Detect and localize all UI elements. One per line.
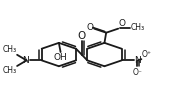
Text: O: O: [86, 23, 93, 32]
Text: O: O: [119, 19, 126, 28]
Text: OH: OH: [54, 53, 68, 62]
Text: N: N: [22, 56, 29, 65]
Text: O⁺: O⁺: [142, 50, 152, 59]
Text: O⁻: O⁻: [133, 67, 143, 77]
Text: CH₃: CH₃: [131, 23, 145, 32]
Text: N: N: [134, 56, 141, 65]
Text: CH₃: CH₃: [3, 45, 17, 54]
Text: CH₃: CH₃: [3, 67, 17, 75]
Text: O: O: [78, 31, 86, 41]
